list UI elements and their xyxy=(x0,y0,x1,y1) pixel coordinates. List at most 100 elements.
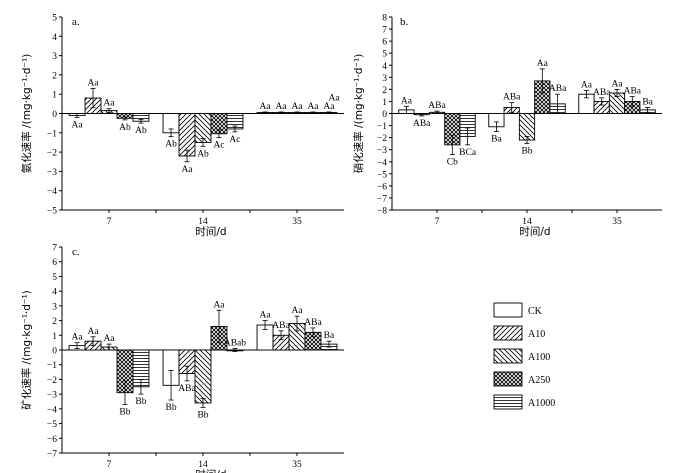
y-tick-label: 0 xyxy=(52,110,57,120)
data-label: Aa xyxy=(103,99,115,109)
data-label: Aa xyxy=(103,334,115,344)
y-tick-label: 3 xyxy=(52,52,57,62)
legend-swatch xyxy=(493,394,523,410)
data-label: Aa xyxy=(581,81,593,91)
y-tick-label: −5 xyxy=(47,420,57,430)
legend-label: A250 xyxy=(528,375,550,386)
y-tick-label: −1 xyxy=(47,361,57,371)
y-tick-label: 4 xyxy=(52,288,57,298)
data-label: Ac xyxy=(229,135,240,145)
data-label: Aa xyxy=(611,79,623,89)
chart-panel-a: −5 −4 −3 −2 −1 0 1 2 3 4 5 a. 氨化速率 /(mg·kg⁻¹·d⁻¹) 时间/… xyxy=(20,14,344,238)
data-label: Aa xyxy=(213,300,225,310)
y-tick-label: 4 xyxy=(382,62,387,72)
chart-panel-b: −8 −7 −6 −5 −4 −3 −2 −1 0 1 2 3 4 5 6 7 8 b. 硝化速率 /(mg·kg⁻… xyxy=(352,14,662,238)
chart-panel-c: −7 −6 −5 −4 −3 −2 −1 0 1 2 3 4 5 6 7 c. 矿化速率 /(mg·kg⁻¹·d… xyxy=(20,244,344,473)
data-label: Ac xyxy=(213,141,224,151)
y-tick-label: 8 xyxy=(382,14,387,24)
x-tick-label: 7 xyxy=(107,217,112,227)
y-tick-label: 6 xyxy=(382,38,387,48)
data-label: Bb xyxy=(135,397,146,407)
y-tick-label: 2 xyxy=(382,86,387,96)
y-tick-label: 2 xyxy=(52,317,57,327)
x-tick-label: 14 xyxy=(522,217,532,227)
y-tick-label: 5 xyxy=(52,14,57,24)
y-tick-label: 1 xyxy=(52,332,57,342)
data-label: Cb xyxy=(447,158,458,168)
data-label-extra: Aa xyxy=(328,94,340,104)
legend-swatch xyxy=(493,325,523,341)
data-label: Aa xyxy=(307,102,319,112)
legend-label: A10 xyxy=(528,329,545,340)
y-tick-label: −2 xyxy=(47,149,57,159)
y-tick-label: −7 xyxy=(377,194,387,204)
legend: CK A10 A100 A250 A1000 xyxy=(493,302,555,410)
x-tick-label: 14 xyxy=(198,460,208,470)
y-tick-label: 0 xyxy=(382,110,387,120)
legend-swatch xyxy=(493,302,523,318)
y-tick-label: 6 xyxy=(52,258,57,268)
data-label: Ab xyxy=(165,140,177,150)
data-label: Aa xyxy=(291,306,303,316)
legend-swatch xyxy=(493,348,523,364)
y-tick-label: −6 xyxy=(47,435,57,445)
y-tick-label: 2 xyxy=(52,71,57,81)
data-label: Aa xyxy=(401,96,413,106)
data-label: Aa xyxy=(72,333,84,343)
data-label: Aa xyxy=(275,102,287,112)
data-label: ABa xyxy=(272,321,290,331)
data-label: Aa xyxy=(260,102,272,112)
y-tick-label: 1 xyxy=(382,98,387,108)
data-label: Aa xyxy=(181,165,193,175)
y-tick-label: −4 xyxy=(47,405,57,415)
panel-label: c. xyxy=(72,246,80,258)
bar xyxy=(194,349,212,404)
y-axis-title: 硝化速率 /(mg·kg⁻¹·d⁻¹) xyxy=(352,54,365,174)
data-label: Aa xyxy=(72,120,84,130)
data-label: Ab xyxy=(119,123,131,133)
data-label: ABa xyxy=(413,119,431,129)
y-tick-label: −1 xyxy=(377,122,387,132)
y-tick-label: 4 xyxy=(52,33,57,43)
x-tick-label: 7 xyxy=(435,217,440,227)
data-label: Ab xyxy=(197,149,209,159)
data-label: ABab xyxy=(224,339,246,349)
y-tick-label: −8 xyxy=(377,207,387,217)
data-label: BCa xyxy=(459,148,477,158)
x-tick-label: 35 xyxy=(292,217,302,227)
x-axis-title: 时间/d xyxy=(195,468,226,473)
y-tick-label: −6 xyxy=(377,182,387,192)
data-label: Aa xyxy=(87,78,99,88)
data-label: Ab xyxy=(135,126,147,136)
data-label: Aa xyxy=(260,311,272,321)
data-label: Bb xyxy=(521,147,532,157)
y-tick-label: −4 xyxy=(377,158,387,168)
y-tick-label: −1 xyxy=(47,129,57,139)
data-label: Aa xyxy=(87,327,99,337)
y-tick-label: 1 xyxy=(52,91,57,101)
data-label: ABa xyxy=(593,88,611,98)
x-axis-title: 时间/d xyxy=(195,225,226,238)
panel-label: b. xyxy=(400,16,409,28)
legend-label: A100 xyxy=(528,352,550,363)
y-tick-label: −3 xyxy=(47,168,57,178)
y-tick-label: 5 xyxy=(382,50,387,60)
x-tick-label: 14 xyxy=(198,217,208,227)
data-label: Aa xyxy=(291,102,303,112)
data-label: Ba xyxy=(491,135,502,145)
x-tick-label: 7 xyxy=(107,460,112,470)
y-axis-title: 矿化速率 /(mg·kg⁻¹·d⁻¹) xyxy=(20,290,33,410)
x-axis-title: 时间/d xyxy=(519,225,550,238)
y-tick-label: −2 xyxy=(47,376,57,386)
bar xyxy=(178,113,196,157)
x-tick-label: 35 xyxy=(292,460,302,470)
legend-label: A1000 xyxy=(528,398,555,409)
data-label: Bb xyxy=(165,403,176,413)
legend-label: CK xyxy=(528,306,543,317)
y-tick-label: 3 xyxy=(382,74,387,84)
data-label: ABa xyxy=(428,101,446,111)
data-label: Bb xyxy=(119,407,130,417)
data-label: ABa xyxy=(503,93,521,103)
y-tick-label: −5 xyxy=(47,207,57,217)
